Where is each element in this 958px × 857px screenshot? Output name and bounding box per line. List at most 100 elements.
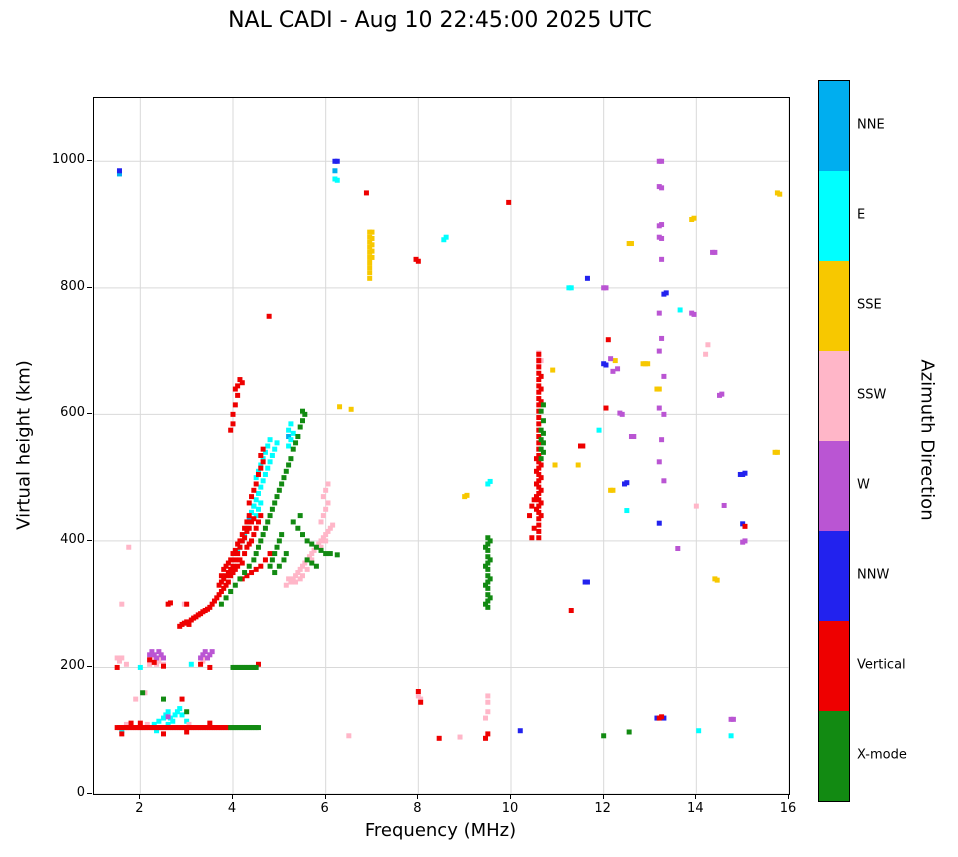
data-point [610, 368, 616, 374]
data-point [337, 404, 343, 410]
data-point [253, 551, 259, 557]
data-point [309, 551, 315, 557]
data-point [114, 664, 120, 670]
data-point [742, 538, 748, 544]
data-point [262, 525, 268, 531]
data-point [540, 402, 546, 408]
data-point [230, 411, 236, 417]
data-point [258, 513, 264, 519]
data-point [304, 557, 310, 563]
data-point [286, 462, 292, 468]
data-point [119, 731, 125, 737]
data-point [536, 471, 542, 477]
data-point [323, 538, 329, 544]
data-point [774, 449, 780, 455]
data-point [272, 551, 278, 557]
data-point [721, 502, 727, 508]
x-tick-label: 8 [413, 801, 422, 816]
data-point [320, 513, 326, 519]
data-point [288, 579, 294, 585]
data-point [223, 573, 229, 579]
data-point [269, 557, 275, 563]
data-point [529, 535, 535, 541]
data-point [283, 582, 289, 588]
data-point [235, 392, 241, 398]
data-point [610, 487, 616, 493]
data-point [536, 522, 542, 528]
data-point [249, 538, 255, 544]
data-point [179, 696, 185, 702]
data-point [320, 494, 326, 500]
data-point [485, 566, 491, 572]
data-point [242, 570, 248, 576]
data-point [661, 373, 667, 379]
data-point [415, 693, 421, 699]
data-point [184, 729, 190, 735]
data-point [274, 494, 280, 500]
data-point [165, 709, 171, 715]
data-point [244, 519, 250, 525]
data-point [487, 595, 493, 601]
data-point [367, 260, 373, 266]
data-point [536, 377, 542, 383]
data-point [288, 421, 294, 427]
data-point [483, 601, 489, 607]
data-point [161, 655, 166, 661]
data-point [232, 557, 238, 563]
data-point [230, 421, 236, 427]
data-point [260, 459, 266, 465]
data-point [255, 544, 261, 550]
data-point [265, 465, 271, 471]
data-point [311, 547, 317, 553]
data-point [304, 566, 310, 572]
data-point [258, 462, 264, 468]
data-point [536, 383, 542, 389]
plot-area [93, 97, 790, 795]
data-point [151, 659, 157, 665]
data-point [656, 459, 662, 465]
data-point [184, 601, 190, 607]
data-point [179, 712, 185, 718]
data-point [506, 199, 512, 205]
data-point [580, 443, 586, 449]
data-point [323, 487, 329, 493]
data-point [313, 563, 319, 569]
data-point [184, 619, 190, 625]
data-point [228, 427, 234, 433]
data-point [327, 551, 333, 557]
data-point [656, 348, 662, 354]
data-point [325, 481, 331, 487]
data-point [320, 535, 326, 541]
data-point [487, 478, 493, 484]
data-point [128, 720, 134, 726]
colorbar-segment-e [819, 171, 849, 261]
data-point [536, 358, 542, 364]
data-point [258, 465, 264, 471]
y-tick-label: 400 [60, 531, 85, 547]
data-point [536, 490, 542, 496]
data-point [232, 582, 238, 588]
data-point [540, 449, 546, 455]
data-point [283, 551, 289, 557]
data-point [538, 487, 544, 493]
data-point [237, 576, 243, 582]
data-point [300, 418, 305, 424]
data-point [205, 655, 211, 661]
data-point [485, 573, 491, 579]
data-point [418, 699, 424, 705]
data-point [255, 471, 261, 477]
data-point [276, 563, 282, 569]
data-point [267, 437, 273, 443]
data-point [223, 563, 229, 569]
data-point [691, 311, 697, 317]
data-point [167, 600, 173, 606]
data-point [696, 728, 702, 734]
data-point [123, 721, 129, 727]
data-point [483, 582, 489, 588]
data-point [645, 361, 651, 367]
data-point [255, 468, 261, 474]
data-point [272, 570, 278, 576]
x-tick-mark [788, 794, 789, 799]
data-point [536, 421, 542, 427]
